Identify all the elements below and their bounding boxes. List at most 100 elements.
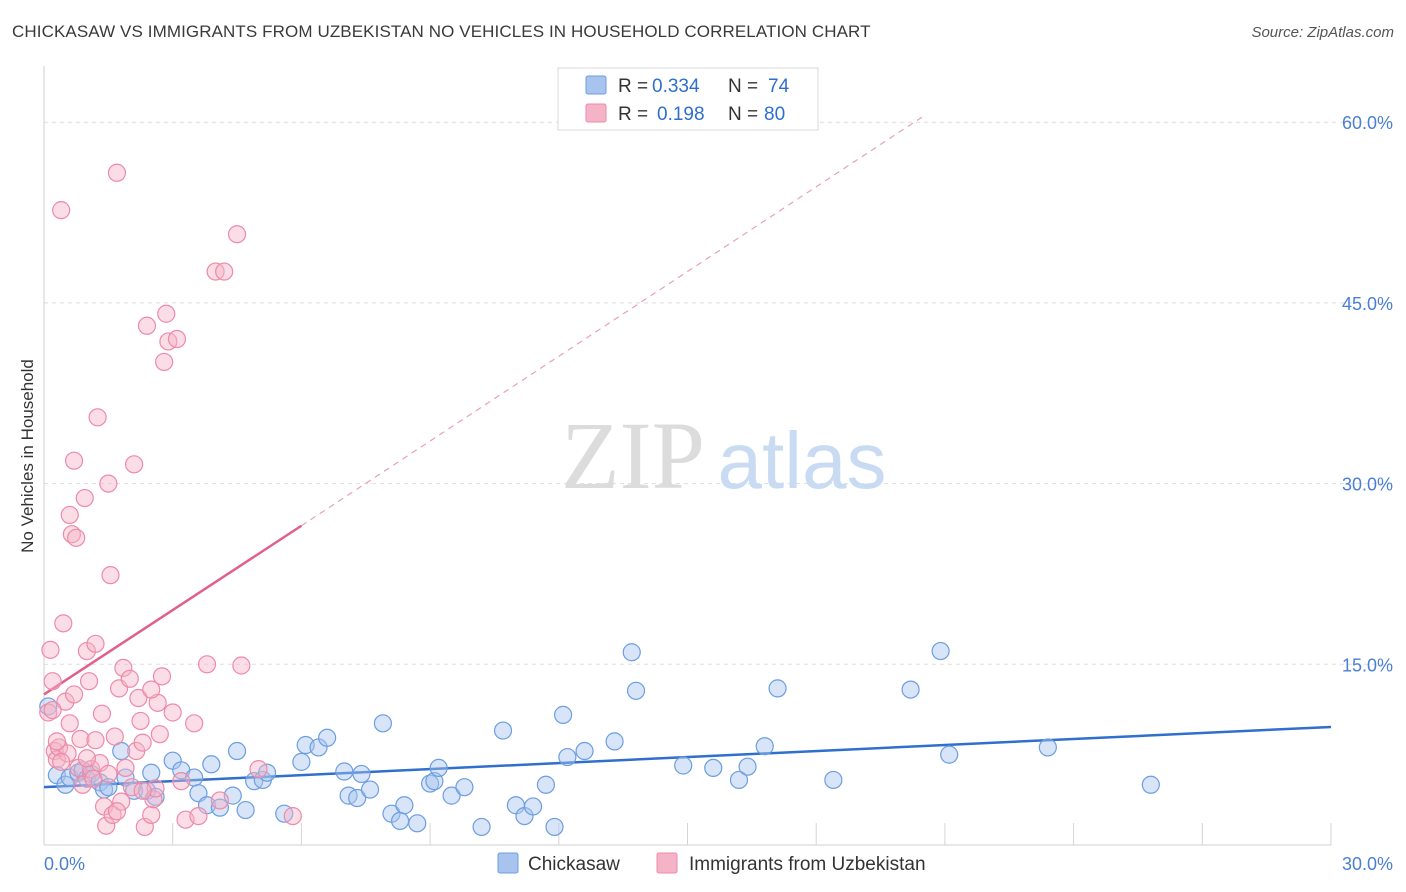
chickasaw-point xyxy=(545,817,564,837)
chickasaw-point xyxy=(553,705,573,724)
stats-r-label-2: R = xyxy=(618,104,648,125)
chickasaw-point xyxy=(738,757,757,776)
uzbekistan-point xyxy=(84,769,103,788)
chickasaw-point xyxy=(292,752,311,771)
uzbekistan-point xyxy=(215,262,234,281)
uzbekistan-point xyxy=(107,163,127,182)
uzbekistan-point xyxy=(172,772,191,791)
uzbekistan-point xyxy=(210,791,229,810)
chickasaw-point xyxy=(373,714,393,733)
tick-labels: 15.0% 30.0% 45.0% 60.0% 0.0% 30.0% xyxy=(44,113,1393,874)
uzbekistan-point xyxy=(167,329,187,349)
stats-n-value-2: 80 xyxy=(764,104,785,125)
legend-swatch-chickasaw xyxy=(497,852,519,874)
chickasaw-point xyxy=(940,745,959,764)
uzbekistan-point xyxy=(197,655,217,674)
uzbekistan-point xyxy=(71,729,90,749)
legend-swatch-uzbekistan xyxy=(656,852,678,874)
series-legend: Chickasaw Immigrants from Uzbekistan xyxy=(497,852,926,875)
uzbekistan-point xyxy=(129,688,148,708)
stats-r-value-2: 0.198 xyxy=(657,104,705,125)
stats-r-label-1: R = xyxy=(618,76,648,97)
uzbekistan-point xyxy=(105,727,124,746)
uzbekistan-point xyxy=(283,806,302,826)
chickasaw-point xyxy=(674,756,693,775)
chickasaw-point xyxy=(395,796,414,815)
uzbekistan-point xyxy=(86,731,105,750)
watermark-atlas: atlas xyxy=(718,416,887,505)
uzbekistan-point xyxy=(249,760,268,779)
chickasaw-point xyxy=(227,741,247,761)
y-tick-label: 45.0% xyxy=(1342,294,1393,314)
chickasaw-point xyxy=(99,778,118,797)
uzbekistan-point xyxy=(163,703,182,722)
uzbekistan-point xyxy=(77,749,97,768)
grid-lines xyxy=(44,121,1393,665)
chickasaw-point xyxy=(493,721,513,740)
uzbekistan-point xyxy=(133,733,152,752)
uzbekistan-point xyxy=(124,455,144,474)
uzbekistan-point xyxy=(112,792,131,811)
chickasaw-point xyxy=(142,763,161,782)
uzbekistan-point xyxy=(67,528,86,547)
uzbekistan-point xyxy=(137,316,157,335)
uzbekistan-point xyxy=(86,634,105,653)
axes xyxy=(43,66,1332,846)
uzbekistan-point xyxy=(43,672,62,691)
chickasaw-point xyxy=(558,747,577,767)
chickasaw-point xyxy=(605,732,624,751)
legend-label-uzbekistan: Immigrants from Uzbekistan xyxy=(689,854,926,875)
uzbekistan-point xyxy=(43,700,62,720)
uzbekistan-point xyxy=(92,704,112,723)
chickasaw-point xyxy=(901,680,920,699)
uzbekistan-point xyxy=(157,304,176,323)
stats-swatch-uzbekistan xyxy=(585,103,607,123)
chickasaw-point xyxy=(575,741,594,761)
chickasaw-point xyxy=(1038,738,1057,757)
uzbekistan-point xyxy=(97,816,116,835)
uzbekistan-point xyxy=(79,672,99,691)
uzbekistan-point xyxy=(52,201,71,220)
chickasaw-point xyxy=(390,811,410,831)
uzbekistan-point xyxy=(120,669,139,688)
chickasaw-point xyxy=(429,758,448,778)
chickasaw-point xyxy=(824,770,843,790)
uzbekistan-point xyxy=(101,566,120,585)
chickasaw-point xyxy=(626,681,646,700)
chickasaw-point xyxy=(442,786,461,805)
uzbekistan-point xyxy=(142,805,161,824)
legend-label-chickasaw: Chickasaw xyxy=(528,854,620,875)
chickasaw-point xyxy=(348,788,367,808)
y-tick-label: 30.0% xyxy=(1342,475,1393,495)
uzbekistan-point xyxy=(60,505,79,525)
uzbekistan-point xyxy=(73,775,92,794)
uzbekistan-point xyxy=(133,781,152,800)
uzbekistan-point xyxy=(114,658,133,678)
chickasaw-point xyxy=(360,780,380,799)
uzbekistan-point xyxy=(142,680,161,699)
uzbekistan-point xyxy=(88,408,107,427)
source-label: Source: ZipAtlas.com xyxy=(1251,24,1394,41)
chickasaw-point xyxy=(455,778,474,797)
stats-n-label-1: N = xyxy=(728,76,758,97)
uzbekistan-point xyxy=(99,764,118,784)
uzbekistan-point xyxy=(107,802,127,821)
uzbekistan-point xyxy=(185,714,204,733)
uzbekistan-point xyxy=(122,778,142,797)
uzbekistan-point xyxy=(99,474,118,493)
stats-n-label-2: N = xyxy=(728,104,758,125)
uzbekistan-point xyxy=(150,725,169,744)
stats-r-value-1: 0.334 xyxy=(652,76,700,97)
uzbekistan-point xyxy=(116,758,135,778)
chickasaw-point xyxy=(210,798,229,817)
uzbekistan-point xyxy=(155,352,174,372)
chickasaw-point xyxy=(352,764,371,784)
chickasaw-point xyxy=(536,775,556,794)
uzbekistan-point xyxy=(227,225,247,244)
x-tick-label: 0.0% xyxy=(44,854,85,874)
uzbekistan-point xyxy=(75,488,94,508)
stats-n-value-1: 74 xyxy=(768,76,790,97)
uzbekistan-point xyxy=(131,711,150,731)
uzbekistan-point xyxy=(232,656,251,675)
